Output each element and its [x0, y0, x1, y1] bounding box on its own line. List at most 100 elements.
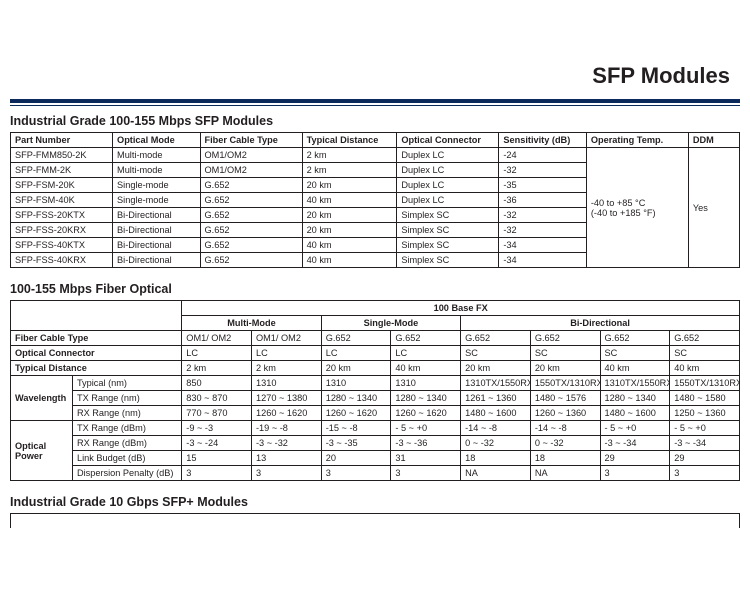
cell: 20: [321, 451, 391, 466]
cell: 2 km: [182, 361, 252, 376]
row-rx-range-nm: RX Range (nm): [72, 406, 181, 421]
table-row: Dispersion Penalty (dB)3333NANA33: [11, 466, 740, 481]
row-tx-range-nm: TX Range (nm): [72, 391, 181, 406]
row-optical-power: Optical Power: [11, 421, 73, 481]
cell: G.652: [321, 331, 391, 346]
cell: G.652: [461, 331, 531, 346]
table-header-row: Part Number Optical Mode Fiber Cable Typ…: [11, 133, 740, 148]
cell: 20 km: [302, 178, 397, 193]
cell-ddm: Yes: [688, 148, 739, 268]
cell: 3: [600, 466, 670, 481]
cell: -34: [499, 253, 586, 268]
cell: 1310: [252, 376, 322, 391]
cell: 40 km: [302, 238, 397, 253]
cell: -3 ~ -35: [321, 436, 391, 451]
col-operating-temp: Operating Temp.: [586, 133, 688, 148]
cell: 1280 ~ 1340: [321, 391, 391, 406]
table-10g-sfp-plus: [10, 513, 740, 528]
table-row: Link Budget (dB)1513203118182929: [11, 451, 740, 466]
title-rule-thin: [10, 105, 740, 106]
cell: -32: [499, 163, 586, 178]
cell: OM1/OM2: [200, 163, 302, 178]
cell: G.652: [200, 238, 302, 253]
cell: SFP-FMM-2K: [11, 163, 113, 178]
cell: 1550TX/1310RX: [530, 376, 600, 391]
cell: SFP-FMM850-2K: [11, 148, 113, 163]
cell: -35: [499, 178, 586, 193]
cell: - 5 ~ +0: [670, 421, 740, 436]
cell: SFP-FSM-20K: [11, 178, 113, 193]
table-industrial-100-155: Part Number Optical Mode Fiber Cable Typ…: [10, 132, 740, 268]
table-row: Fiber Cable TypeOM1/ OM2OM1/ OM2G.652G.6…: [11, 331, 740, 346]
section1-heading: Industrial Grade 100-155 Mbps SFP Module…: [10, 114, 740, 128]
row-typical-nm: Typical (nm): [72, 376, 181, 391]
cell: Bi-Directional: [113, 208, 200, 223]
cell: 20 km: [461, 361, 531, 376]
cell: 850: [182, 376, 252, 391]
cell: 0 ~ -32: [461, 436, 531, 451]
table-row: Optical ConnectorLCLCLCLCSCSCSCSC: [11, 346, 740, 361]
cell: 3: [182, 466, 252, 481]
cell: -3 ~ -32: [252, 436, 322, 451]
cell: Duplex LC: [397, 178, 499, 193]
section3-heading: Industrial Grade 10 Gbps SFP+ Modules: [10, 495, 740, 509]
cell: Simplex SC: [397, 223, 499, 238]
cell: -3 ~ -34: [600, 436, 670, 451]
cell: 1260 ~ 1620: [321, 406, 391, 421]
cell: 3: [670, 466, 740, 481]
cell: 40 km: [600, 361, 670, 376]
cell: 40 km: [391, 361, 461, 376]
cell: -3 ~ -36: [391, 436, 461, 451]
cell: 1310TX/1550RX: [600, 376, 670, 391]
cell: G.652: [200, 253, 302, 268]
table-row: TX Range (nm)830 ~ 8701270 ~ 13801280 ~ …: [11, 391, 740, 406]
col-optical-mode: Optical Mode: [113, 133, 200, 148]
table-row: Optical PowerTX Range (dBm)-9 ~ -3-19 ~ …: [11, 421, 740, 436]
op-temp-line2: (-40 to +185 °F): [591, 208, 656, 218]
cell: G.652: [600, 331, 670, 346]
blank-corner: [11, 301, 182, 331]
table-row: Typical Distance2 km2 km20 km40 km20 km2…: [11, 361, 740, 376]
cell: 1260 ~ 1620: [391, 406, 461, 421]
cell: Simplex SC: [397, 253, 499, 268]
cell-operating-temp: -40 to +85 °C(-40 to +185 °F): [586, 148, 688, 268]
cell: -32: [499, 208, 586, 223]
cell: SFP-FSS-40KTX: [11, 238, 113, 253]
cell: -34: [499, 238, 586, 253]
cell: SC: [530, 346, 600, 361]
cell: SFP-FSM-40K: [11, 193, 113, 208]
cell: 1260 ~ 1360: [530, 406, 600, 421]
cell: 3: [321, 466, 391, 481]
row-typical-distance: Typical Distance: [11, 361, 182, 376]
cell: - 5 ~ +0: [600, 421, 670, 436]
cell: 40 km: [302, 253, 397, 268]
cell: 40 km: [670, 361, 740, 376]
cell: Multi-mode: [113, 163, 200, 178]
cutoff-row: [11, 514, 740, 529]
row-wavelength: Wavelength: [11, 376, 73, 421]
section2-heading: 100-155 Mbps Fiber Optical: [10, 282, 740, 296]
cell: 29: [600, 451, 670, 466]
cell: NA: [461, 466, 531, 481]
cell: G.652: [200, 208, 302, 223]
cell: SC: [670, 346, 740, 361]
row-fiber-cable-type: Fiber Cable Type: [11, 331, 182, 346]
cell: 0 ~ -32: [530, 436, 600, 451]
page-title: SFP Modules: [10, 63, 730, 89]
cell: LC: [252, 346, 322, 361]
group-multi-mode: Multi-Mode: [182, 316, 321, 331]
cell: -19 ~ -8: [252, 421, 322, 436]
cell: Bi-Directional: [113, 253, 200, 268]
cell: 1310: [391, 376, 461, 391]
cell: OM1/ OM2: [182, 331, 252, 346]
cell: 40 km: [302, 193, 397, 208]
col-optical-connector: Optical Connector: [397, 133, 499, 148]
cell: 1280 ~ 1340: [391, 391, 461, 406]
super-header-100basefx: 100 Base FX: [182, 301, 740, 316]
cell: Bi-Directional: [113, 223, 200, 238]
cell: G.652: [670, 331, 740, 346]
cell: -32: [499, 223, 586, 238]
cell: 20 km: [530, 361, 600, 376]
cell: SC: [600, 346, 670, 361]
cell: -3 ~ -34: [670, 436, 740, 451]
